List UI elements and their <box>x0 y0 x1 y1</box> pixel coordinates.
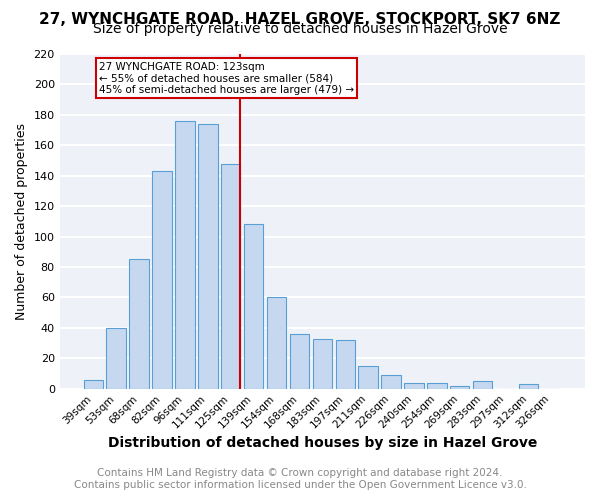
Bar <box>175 121 194 388</box>
Bar <box>130 260 149 388</box>
Bar <box>244 224 263 388</box>
Bar <box>267 298 286 388</box>
Bar <box>313 338 332 388</box>
Text: Size of property relative to detached houses in Hazel Grove: Size of property relative to detached ho… <box>92 22 508 36</box>
Bar <box>152 171 172 388</box>
Bar <box>83 380 103 388</box>
Text: 27, WYNCHGATE ROAD, HAZEL GROVE, STOCKPORT, SK7 6NZ: 27, WYNCHGATE ROAD, HAZEL GROVE, STOCKPO… <box>40 12 560 28</box>
Bar <box>450 386 469 388</box>
Bar <box>335 340 355 388</box>
Bar <box>198 124 218 388</box>
Bar <box>106 328 126 388</box>
Bar <box>221 164 241 388</box>
Bar <box>404 382 424 388</box>
Bar <box>358 366 378 388</box>
Bar <box>473 381 493 388</box>
X-axis label: Distribution of detached houses by size in Hazel Grove: Distribution of detached houses by size … <box>107 436 537 450</box>
Bar <box>382 375 401 388</box>
Y-axis label: Number of detached properties: Number of detached properties <box>15 123 28 320</box>
Text: 27 WYNCHGATE ROAD: 123sqm
← 55% of detached houses are smaller (584)
45% of semi: 27 WYNCHGATE ROAD: 123sqm ← 55% of detac… <box>99 62 354 95</box>
Text: Contains HM Land Registry data © Crown copyright and database right 2024.
Contai: Contains HM Land Registry data © Crown c… <box>74 468 526 490</box>
Bar <box>290 334 309 388</box>
Bar <box>519 384 538 388</box>
Bar <box>427 382 446 388</box>
